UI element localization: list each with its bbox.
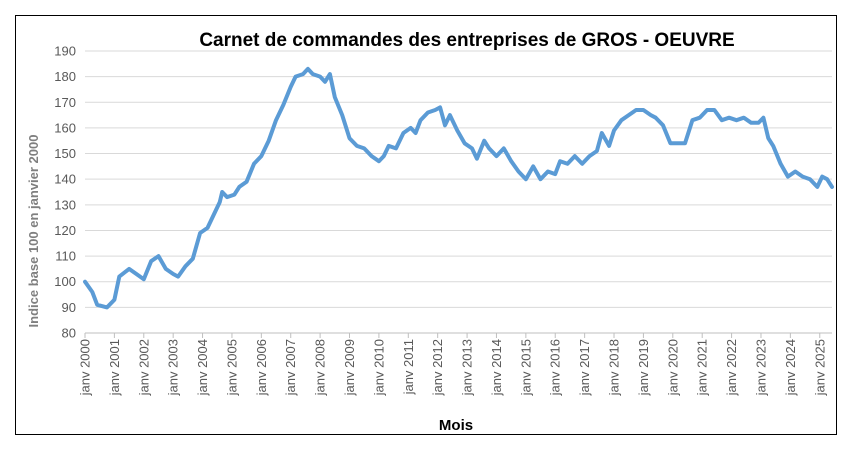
- x-tick-label: janv 2020: [665, 339, 680, 396]
- x-tick-label: janv 2017: [577, 339, 592, 396]
- plot-area: [83, 66, 834, 310]
- y-tick-label: 150: [54, 146, 76, 161]
- x-tick-label: janv 2005: [224, 339, 239, 396]
- x-tick-label: janv 2023: [753, 339, 768, 396]
- x-tick-label: janv 2013: [460, 339, 475, 396]
- grid: [85, 50, 832, 334]
- x-tick-label: janv 2002: [136, 339, 151, 396]
- y-tick-label: 170: [54, 95, 76, 110]
- x-tick-label: janv 2019: [636, 339, 651, 396]
- x-tick-label: janv 2024: [783, 339, 798, 396]
- x-tick-label: janv 2010: [371, 339, 386, 396]
- y-axis-ticks: 80 90 100 110 120 130 140 150 160 170 180 190: [54, 44, 76, 341]
- x-tick-label: janv 2022: [724, 339, 739, 396]
- y-tick-label: 180: [54, 69, 76, 84]
- y-tick-label: 140: [54, 172, 76, 187]
- x-tick-label: janv 2000: [78, 339, 93, 396]
- x-tick-label: janv 2004: [195, 339, 210, 396]
- y-tick-label: 100: [54, 274, 76, 289]
- x-tick-label: janv 2015: [518, 339, 533, 396]
- x-tick-label: janv 2009: [342, 339, 357, 396]
- x-tick-label: janv 2018: [607, 339, 622, 396]
- y-tick-label: 160: [54, 120, 76, 135]
- y-tick-label: 80: [62, 326, 76, 341]
- x-tick-label: janv 2006: [254, 339, 269, 396]
- x-tick-label: janv 2012: [430, 339, 445, 396]
- chart-frame: [15, 15, 837, 435]
- x-tick-label: janv 2025: [812, 339, 827, 396]
- x-tick-label: janv 2011: [401, 339, 416, 395]
- x-tick-label: janv 2014: [489, 339, 504, 396]
- x-tick-label: janv 2016: [548, 339, 563, 396]
- series-line: [83, 66, 834, 310]
- y-tick-label: 90: [62, 300, 76, 315]
- x-tick-label: janv 2001: [107, 339, 122, 396]
- x-axis-label: Mois: [439, 417, 473, 434]
- x-axis-ticks: janv 2000 janv 2001 janv 2002 janv 2003 janv…: [78, 333, 827, 396]
- y-tick-label: 110: [55, 249, 76, 264]
- chart-title: Carnet de commandes des entreprises de G…: [199, 30, 734, 51]
- x-tick-label: janv 2021: [695, 339, 710, 396]
- y-tick-label: 130: [54, 197, 76, 212]
- y-axis-label: Indice base 100 en janvier 2000: [26, 135, 41, 328]
- y-tick-label: 120: [54, 223, 76, 238]
- y-tick-label: 190: [54, 44, 76, 59]
- x-tick-label: janv 2008: [313, 339, 328, 396]
- x-tick-label: janv 2003: [166, 339, 181, 396]
- x-tick-label: janv 2007: [283, 339, 298, 396]
